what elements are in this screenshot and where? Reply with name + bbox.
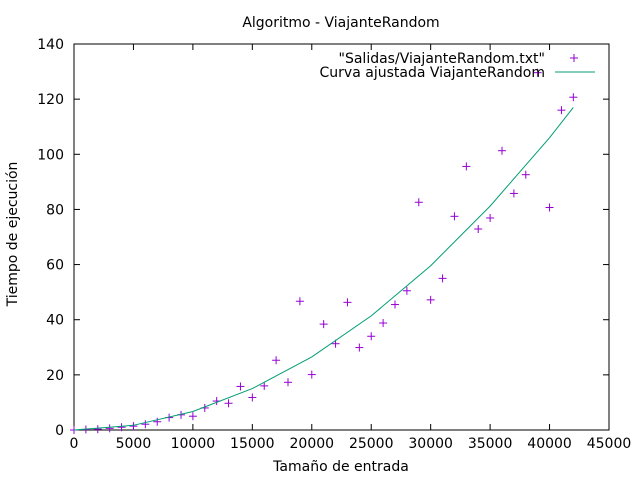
x-tick-label: 5000 [116,436,152,452]
axis-ticks: 0 5000 10000 15000 20000 25000 30000 35000 40000… [37,37,631,452]
data-point [498,146,506,155]
data-point [521,170,530,179]
data-point [462,162,471,171]
data-point [153,417,162,426]
data-point [141,420,150,429]
x-tick-label: 30000 [408,436,453,452]
x-tick-label: 25000 [349,436,394,452]
fit-curve-line [73,107,574,431]
data-point [426,295,435,304]
legend-label: "Salidas/ViajanteRandom.txt" [339,51,545,67]
data-point [260,381,269,390]
data-point [248,393,257,402]
y-tick-label: 40 [46,313,64,329]
data-point [450,212,459,221]
data-point [533,68,542,77]
data-point [307,370,316,379]
x-tick-label: 35000 [468,436,513,452]
data-point [509,189,518,198]
data-point [117,423,126,432]
data-point [129,422,138,431]
data-point [272,356,281,365]
y-tick-label: 120 [37,92,64,108]
y-tick-label: 0 [55,423,64,439]
x-tick-label: 20000 [290,436,335,452]
data-point [295,297,304,306]
y-tick-label: 140 [37,37,64,53]
data-point [557,106,566,115]
data-point [569,93,578,102]
chart-title: Algoritmo - ViajanteRandom [242,15,439,31]
legend-label: Curva ajustada ViajanteRandom [320,65,545,81]
y-tick-label: 80 [46,202,64,218]
y-axis-label: Tiempo de ejecución [5,162,21,308]
legend: "Salidas/ViajanteRandom.txt"Curva ajusta… [320,51,595,81]
y-tick-label: 20 [46,368,64,384]
data-point [367,332,376,341]
x-tick-label: 15000 [230,436,275,452]
data-point [438,274,447,283]
legend-marker-sample [570,54,578,62]
data-point [93,425,102,434]
data-point [486,213,495,222]
data-point [355,343,364,352]
data-point [545,203,554,212]
data-point [224,399,233,408]
data-point [236,382,245,391]
data-point [474,225,483,234]
y-tick-label: 60 [46,258,64,274]
x-tick-label: 10000 [171,436,216,452]
data-point [343,298,352,307]
data-point [319,320,328,329]
plot-frame [73,43,610,431]
data-point [188,412,197,421]
data-point [402,286,411,295]
data-point [105,424,114,433]
plot-area [70,68,578,434]
data-point [391,300,399,309]
x-tick-label: 40000 [527,436,572,452]
x-axis-label: Tamaño de entrada [272,459,409,475]
data-point [414,198,423,207]
data-point [284,378,292,387]
data-point [379,319,388,328]
y-tick-label: 100 [37,147,64,163]
x-tick-label: 45000 [587,436,632,452]
x-tick-label: 0 [70,436,79,452]
